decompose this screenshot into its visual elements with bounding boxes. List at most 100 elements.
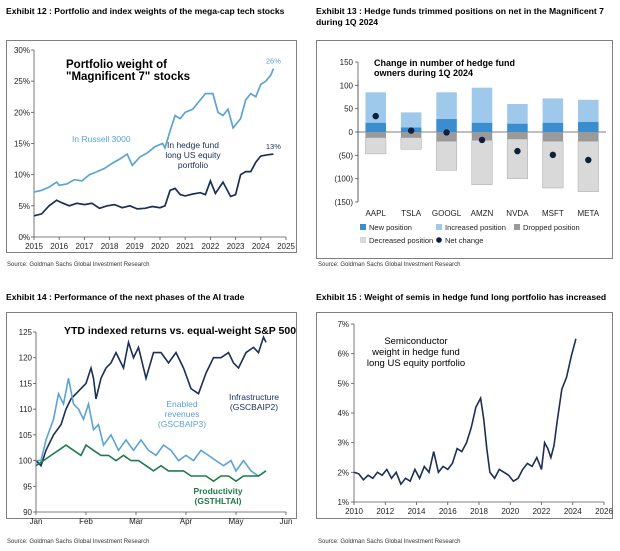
x-tick-label: AAPL xyxy=(365,209,386,218)
x-tick-label: 2020 xyxy=(501,507,519,516)
legend-label: Decreased position xyxy=(369,236,433,245)
y-tick-label: (150) xyxy=(334,198,353,207)
productivity-line xyxy=(35,443,267,483)
net-change-dot xyxy=(585,156,592,164)
exhibit-12-source: Source: Goldman Sachs Global Investment … xyxy=(7,262,150,268)
bar-decreased-position xyxy=(577,141,599,192)
exhibit-15-source: Source: Goldman Sachs Global Investment … xyxy=(318,539,461,545)
y-tick-label: 5% xyxy=(337,379,349,388)
x-tick-label: 2016 xyxy=(50,242,68,251)
bar-decreased-position xyxy=(365,137,387,155)
exhibit-12-title: Exhibit 12 : Portfolio and index weights… xyxy=(6,6,285,16)
exhibit-14-source: Source: Goldman Sachs Global Investment … xyxy=(7,539,150,545)
y-tick-label: 125 xyxy=(19,328,33,337)
net-change-dot xyxy=(372,112,379,120)
y-tick-label: 4% xyxy=(337,409,349,418)
russell-3000-label: In Russell 3000 xyxy=(72,134,131,144)
legend-label: New position xyxy=(369,223,412,232)
x-tick-label: 2020 xyxy=(151,242,169,251)
exhibit-15-title: Exhibit 15 : Weight of semis in hedge fu… xyxy=(316,292,607,302)
inner-title: Change in number of hedge fund owners dur… xyxy=(374,58,515,78)
bar-dropped-position xyxy=(507,132,528,139)
legend-swatch xyxy=(436,224,442,230)
x-tick-label: NVDA xyxy=(506,209,529,218)
bar-decreased-position xyxy=(436,141,458,171)
x-tick-label: Apr xyxy=(180,517,193,526)
bar-dropped-position xyxy=(471,132,493,141)
y-tick-label: 50 xyxy=(344,105,353,114)
bar-new-position xyxy=(578,121,599,132)
legend-dot xyxy=(436,237,442,243)
enabled-revenues-line xyxy=(36,378,267,477)
y-tick-label: 105 xyxy=(19,431,33,440)
bar-decreased-position xyxy=(542,141,564,189)
bar-new-position xyxy=(542,122,564,132)
bar-increased-position xyxy=(578,99,599,122)
y-tick-label: 10% xyxy=(14,171,30,180)
x-tick-label: 2019 xyxy=(126,242,144,251)
x-tick-label: Mar xyxy=(129,517,143,526)
y-tick-label: 7% xyxy=(337,320,349,329)
x-tick-label: Jun xyxy=(280,517,293,526)
y-tick-label: 100 xyxy=(340,81,354,90)
exhibit-14-chart: 90 95 100 105 110 115 120 125 Jan Feb Mar Apr May Jun… xyxy=(6,312,297,526)
legend-label: Net change xyxy=(445,236,483,245)
x-tick-label: 2010 xyxy=(345,507,363,516)
x-tick-label: 2024 xyxy=(252,242,270,251)
bar-dropped-position xyxy=(400,132,422,138)
bar-dropped-position xyxy=(436,132,457,142)
bar-dropped-position xyxy=(365,132,386,138)
hedge-fund-label: In hedge fund long US equity portfolio xyxy=(165,140,221,170)
legend-swatch xyxy=(360,224,366,230)
x-tick-label: GOOGL xyxy=(432,209,462,218)
x-tick-label: 2012 xyxy=(376,507,394,516)
bar-decreased-position xyxy=(400,137,422,150)
inner-title: Portfolio weight of "Magnificent 7" stock… xyxy=(66,59,190,83)
inner-title: Semiconductor weight in hedge fund long US… xyxy=(367,336,465,369)
y-tick-label: 5% xyxy=(18,202,30,211)
net-change-dot xyxy=(549,151,557,159)
bar-dropped-position xyxy=(578,132,599,142)
exhibit-12-frame xyxy=(6,40,297,253)
y-tick-label: 100 xyxy=(19,457,33,466)
y-tick-label: 90 xyxy=(23,508,32,517)
x-tick-label: 2016 xyxy=(439,507,457,516)
bar-increased-position xyxy=(471,87,493,123)
bar-increased-position xyxy=(507,104,528,124)
net-change-dot xyxy=(407,127,415,134)
exhibit-12-chart: 0% 5% 10% 15% 20% 25% 30% 2015 2016 2017 2018 2019 2… xyxy=(6,40,297,253)
exhibit-13-title: Exhibit 13 : Hedge funds trimmed positio… xyxy=(316,6,604,27)
semiconductor-weight-line xyxy=(353,338,577,486)
inner-title: YTD indexed returns vs. equal-weight S&P… xyxy=(64,325,296,337)
bar-new-position xyxy=(436,118,457,132)
y-tick-label: 6% xyxy=(337,350,349,359)
bar-decreased-position xyxy=(471,140,493,185)
exhibit-14-title: Exhibit 14 : Performance of the next pha… xyxy=(6,292,245,302)
y-tick-label: 0% xyxy=(18,233,30,242)
y-tick-label: 1% xyxy=(337,498,349,507)
enabled-revenues-label: Enabled revenues (GSCBAIP3) xyxy=(158,399,206,429)
exhibit-14-frame xyxy=(6,312,297,519)
x-tick-label: May xyxy=(228,517,243,526)
x-tick-label: Feb xyxy=(79,517,93,526)
bar-new-position xyxy=(365,122,386,132)
x-tick-label: 2026 xyxy=(595,507,613,516)
x-tick-label: 2018 xyxy=(101,242,119,251)
legend-swatch xyxy=(514,224,520,230)
x-tick-label: TSLA xyxy=(401,209,422,218)
x-tick-label: 2022 xyxy=(533,507,551,516)
net-change-dot xyxy=(443,129,450,136)
x-tick-label: 2018 xyxy=(470,507,488,516)
x-tick-label: AMZN xyxy=(471,209,494,218)
x-tick-label: 2021 xyxy=(176,242,194,251)
x-tick-label: MSFT xyxy=(542,209,564,218)
x-tick-label: Jan xyxy=(30,517,43,526)
end-value-label: 26% xyxy=(266,57,281,66)
x-tick-label: 2023 xyxy=(227,242,245,251)
y-tick-label: 20% xyxy=(14,108,30,117)
bar-new-position xyxy=(471,122,493,132)
y-tick-label: 30% xyxy=(14,46,30,55)
x-tick-label: 2022 xyxy=(202,242,220,251)
russell-3000-line xyxy=(33,68,275,193)
y-tick-label: 2% xyxy=(337,468,349,477)
